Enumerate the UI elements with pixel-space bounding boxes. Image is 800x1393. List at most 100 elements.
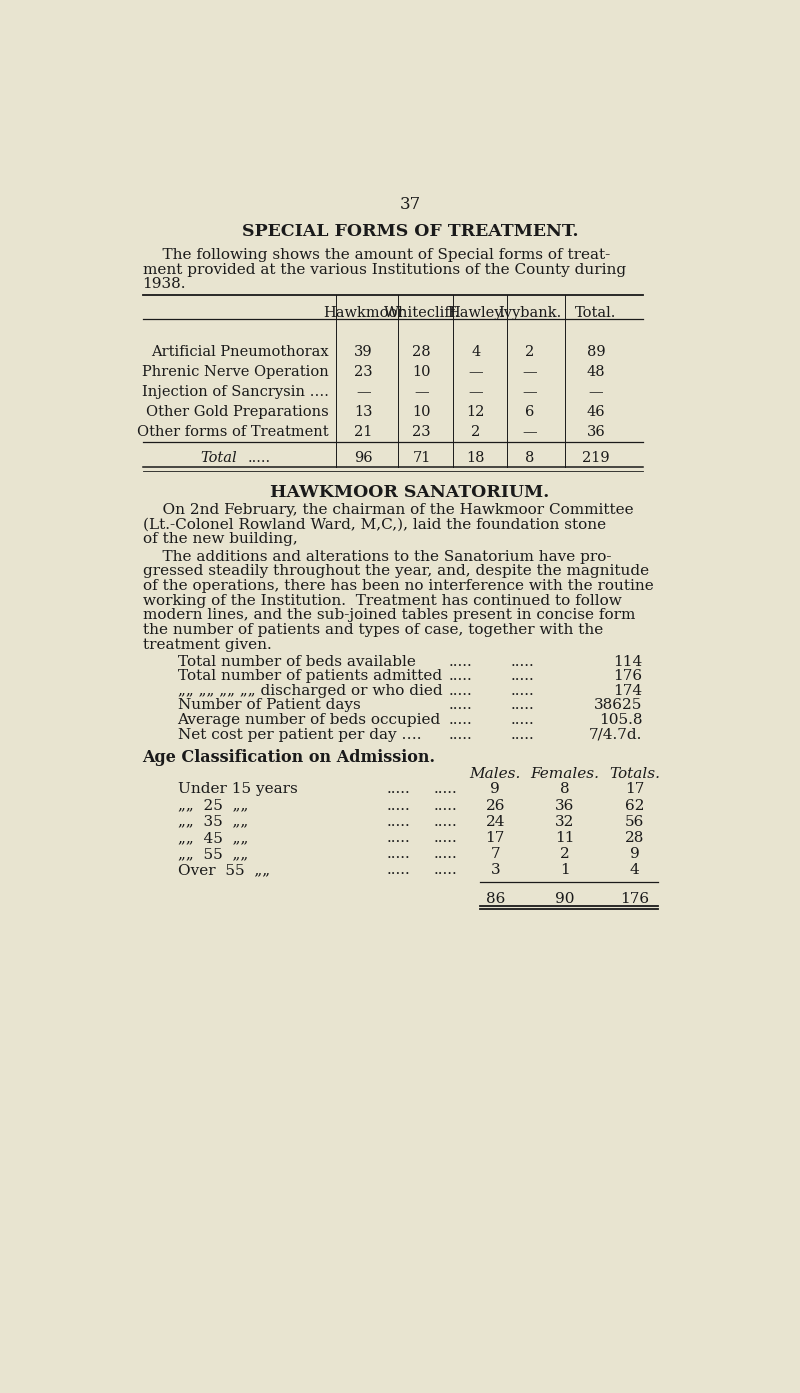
Text: .....: ..... [386,830,410,846]
Text: 90: 90 [555,892,574,905]
Text: .....: ..... [510,684,534,698]
Text: of the new building,: of the new building, [142,532,298,546]
Text: „„  25  „„: „„ 25 „„ [178,798,248,812]
Text: Injection of Sancrysin ….: Injection of Sancrysin …. [142,384,329,398]
Text: —: — [469,384,483,398]
Text: treatment given.: treatment given. [142,638,271,652]
Text: —: — [469,365,483,379]
Text: 9: 9 [630,847,640,861]
Text: .....: ..... [434,830,457,846]
Text: 38625: 38625 [594,698,642,712]
Text: Other forms of Treatment: Other forms of Treatment [137,425,329,439]
Text: Females.: Females. [530,768,599,781]
Text: 12: 12 [466,405,485,419]
Text: .....: ..... [434,864,457,878]
Text: 13: 13 [354,405,373,419]
Text: —: — [523,384,538,398]
Text: 24: 24 [486,815,505,829]
Text: 89: 89 [586,345,606,359]
Text: .....: ..... [449,669,473,683]
Text: 26: 26 [486,798,505,812]
Text: 11: 11 [555,830,574,846]
Text: Whitecliff.: Whitecliff. [383,305,460,320]
Text: 219: 219 [582,451,610,465]
Text: —: — [523,365,538,379]
Text: .....: ..... [434,783,457,797]
Text: 2: 2 [526,345,534,359]
Text: —: — [356,384,371,398]
Text: 48: 48 [586,365,606,379]
Text: HAWKMOOR SANATORIUM.: HAWKMOOR SANATORIUM. [270,485,550,501]
Text: the number of patients and types of case, together with the: the number of patients and types of case… [142,623,603,637]
Text: 37: 37 [399,196,421,213]
Text: 174: 174 [614,684,642,698]
Text: 8: 8 [560,783,570,797]
Text: 28: 28 [625,830,645,846]
Text: Other Gold Preparations: Other Gold Preparations [146,405,329,419]
Text: .....: ..... [449,684,473,698]
Text: .....: ..... [510,698,534,712]
Text: Age Classification on Admission.: Age Classification on Admission. [142,748,436,766]
Text: .....: ..... [510,655,534,669]
Text: of the operations, there has been no interference with the routine: of the operations, there has been no int… [142,579,654,593]
Text: 114: 114 [614,655,642,669]
Text: 1: 1 [560,864,570,878]
Text: Over  55  „„: Over 55 „„ [178,864,270,878]
Text: Phrenic Nerve Operation: Phrenic Nerve Operation [142,365,329,379]
Text: —: — [523,425,538,439]
Text: 7: 7 [490,847,500,861]
Text: .....: ..... [386,847,410,861]
Text: .....: ..... [449,713,473,727]
Text: 6: 6 [526,405,535,419]
Text: 1938.: 1938. [142,277,186,291]
Text: 10: 10 [412,405,431,419]
Text: .....: ..... [510,713,534,727]
Text: „„ „„ „„ „„ discharged or who died: „„ „„ „„ „„ discharged or who died [178,684,442,698]
Text: 46: 46 [586,405,606,419]
Text: Ivybank.: Ivybank. [498,305,562,320]
Text: .....: ..... [449,698,473,712]
Text: ment provided at the various Institutions of the County during: ment provided at the various Institution… [142,263,626,277]
Text: 3: 3 [490,864,500,878]
Text: Total number of patients admitted: Total number of patients admitted [178,669,442,683]
Text: 9: 9 [490,783,500,797]
Text: .....: ..... [247,451,270,465]
Text: 7/4.7d.: 7/4.7d. [589,727,642,741]
Text: .....: ..... [510,727,534,741]
Text: Hawkmoor: Hawkmoor [323,305,404,320]
Text: Total number of beds available: Total number of beds available [178,655,415,669]
Text: .....: ..... [386,783,410,797]
Text: .....: ..... [386,864,410,878]
Text: Total.: Total. [575,305,617,320]
Text: 36: 36 [586,425,606,439]
Text: The additions and alterations to the Sanatorium have pro-: The additions and alterations to the San… [142,550,611,564]
Text: Average number of beds occupied: Average number of beds occupied [178,713,441,727]
Text: Total: Total [201,451,238,465]
Text: .....: ..... [510,669,534,683]
Text: Hawley.: Hawley. [447,305,505,320]
Text: working of the Institution.  Treatment has continued to follow: working of the Institution. Treatment ha… [142,593,622,607]
Text: 21: 21 [354,425,373,439]
Text: 10: 10 [412,365,431,379]
Text: .....: ..... [386,798,410,812]
Text: Artificial Pneumothorax: Artificial Pneumothorax [151,345,329,359]
Text: 39: 39 [354,345,373,359]
Text: .....: ..... [434,847,457,861]
Text: .....: ..... [434,815,457,829]
Text: „„  55  „„: „„ 55 „„ [178,847,248,861]
Text: modern lines, and the sub-joined tables present in concise form: modern lines, and the sub-joined tables … [142,609,635,623]
Text: 8: 8 [526,451,535,465]
Text: .....: ..... [449,655,473,669]
Text: 2: 2 [560,847,570,861]
Text: 176: 176 [620,892,650,905]
Text: 105.8: 105.8 [599,713,642,727]
Text: Under 15 years: Under 15 years [178,783,298,797]
Text: 62: 62 [625,798,645,812]
Text: 23: 23 [412,425,431,439]
Text: 17: 17 [625,783,645,797]
Text: 56: 56 [625,815,645,829]
Text: 71: 71 [413,451,431,465]
Text: gressed steadily throughout the year, and, despite the magnitude: gressed steadily throughout the year, an… [142,564,649,578]
Text: SPECIAL FORMS OF TREATMENT.: SPECIAL FORMS OF TREATMENT. [242,223,578,240]
Text: 96: 96 [354,451,373,465]
